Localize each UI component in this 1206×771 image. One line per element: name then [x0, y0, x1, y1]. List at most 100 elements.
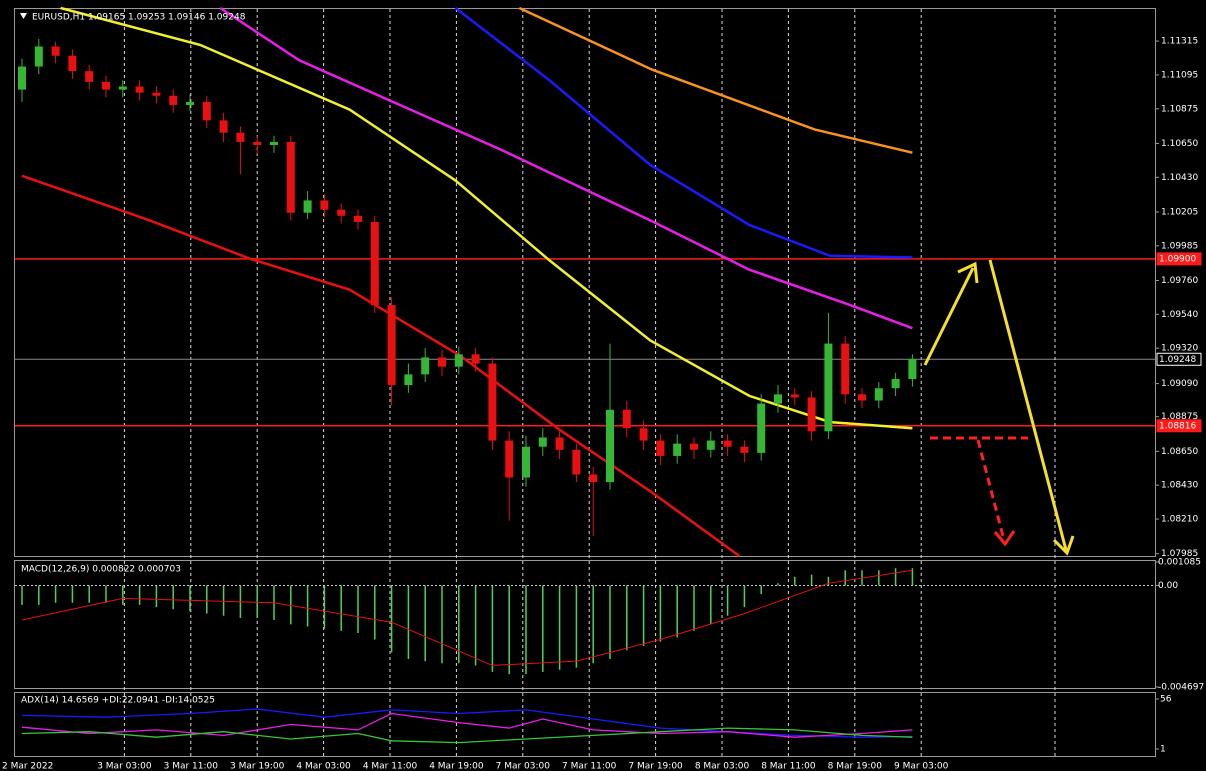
x-tick-label: 7 Mar 11:00 — [562, 762, 617, 771]
dropdown-icon — [20, 13, 27, 19]
candle-body — [488, 363, 497, 441]
candle-body — [807, 397, 816, 432]
price-tag-label: 1.09900 — [1159, 254, 1196, 264]
candle-body — [387, 305, 396, 386]
y-tick-label: 1.07985 — [1161, 549, 1198, 559]
candle-body — [118, 86, 127, 90]
x-tick-label: 4 Mar 11:00 — [363, 762, 418, 771]
candle-body — [320, 200, 329, 210]
candle-body — [572, 449, 581, 475]
candle-body — [303, 200, 312, 213]
x-tick-label: 3 Mar 11:00 — [164, 762, 219, 771]
adx-line — [21, 712, 913, 738]
macd-tick-label: 0.00 — [1158, 581, 1178, 591]
candle-body — [622, 409, 631, 429]
y-tick-label: 1.08875 — [1161, 412, 1198, 422]
candle-body — [18, 66, 26, 90]
candle-body — [471, 354, 480, 364]
candle-body — [908, 358, 917, 379]
price-tag — [1156, 352, 1202, 366]
x-tick-label: 2 Mar 2022 — [2, 762, 53, 771]
candle-body — [404, 374, 413, 386]
candle-body — [253, 141, 262, 145]
macd-label: MACD(12,26,9) 0.000822 0.000703 — [21, 565, 181, 575]
candle-body — [891, 378, 900, 389]
candle-body — [706, 440, 715, 450]
x-tick-label: 7 Mar 19:00 — [628, 762, 683, 771]
candle-body — [757, 403, 766, 453]
adx-line — [21, 727, 913, 744]
y-tick-label: 1.11315 — [1161, 37, 1198, 47]
y-tick-label: 1.09320 — [1161, 344, 1198, 354]
adx-label: ADX(14) 14.6569 +DI:22.0941 -DI:14.0525 — [21, 696, 215, 706]
candle-body — [824, 343, 833, 432]
price-tag — [1156, 419, 1202, 433]
candle-body — [102, 81, 110, 90]
candle-body — [606, 409, 614, 483]
candle-body — [337, 209, 346, 216]
candle-body — [874, 388, 883, 401]
price-tag-label: 1.08816 — [1159, 421, 1196, 431]
candle-body — [774, 394, 782, 404]
price-tag-label: 1.09248 — [1159, 355, 1196, 365]
candle-body — [522, 446, 530, 478]
candle-body — [505, 440, 514, 478]
candle-body — [85, 71, 94, 82]
moving-average — [21, 174, 741, 558]
candle-body — [740, 446, 749, 453]
candle-body — [690, 443, 698, 450]
candle-body — [370, 221, 379, 306]
candle-body — [723, 440, 732, 447]
moving-average — [518, 6, 913, 154]
x-tick-label: 4 Mar 03:00 — [296, 762, 351, 771]
candle-body — [354, 215, 362, 222]
candle-body — [270, 141, 278, 145]
y-tick-label: 1.10430 — [1161, 173, 1198, 183]
candle-body — [790, 394, 799, 398]
candle-body — [841, 343, 850, 395]
adx-tick-label: 1 — [1160, 745, 1166, 755]
candle-body — [286, 141, 295, 213]
main-panel — [14, 8, 1156, 557]
y-tick-label: 1.11095 — [1161, 70, 1198, 80]
candle-body — [34, 46, 43, 67]
y-tick-label: 1.10875 — [1161, 104, 1198, 114]
x-tick-label: 3 Mar 03:00 — [97, 762, 152, 771]
x-tick-label: 3 Mar 19:00 — [230, 762, 285, 771]
moving-average — [219, 6, 913, 330]
candle-body — [538, 437, 547, 447]
y-tick-label: 1.08210 — [1161, 515, 1198, 525]
x-tick-label: 7 Mar 03:00 — [496, 762, 551, 771]
moving-average — [454, 7, 913, 259]
adx-panel — [14, 692, 1156, 757]
moving-average — [60, 6, 913, 430]
y-tick-label: 1.09760 — [1161, 276, 1198, 286]
adx-tick-label: 56 — [1160, 695, 1172, 705]
plot — [18, 6, 917, 558]
candle-body — [589, 474, 598, 483]
y-tick-label: 1.08650 — [1161, 447, 1198, 457]
macd-signal — [21, 569, 913, 666]
macd-tick-label: 0.001085 — [1158, 558, 1201, 568]
yellow-arrow-down — [988, 259, 1075, 556]
x-tick-label: 8 Mar 03:00 — [695, 762, 750, 771]
candle-body — [858, 394, 866, 401]
candle-body — [421, 357, 430, 375]
y-tick-label: 1.09090 — [1161, 379, 1198, 389]
price-tag — [1156, 252, 1202, 266]
candle-body — [169, 95, 178, 105]
y-tick-label: 1.09985 — [1161, 241, 1198, 251]
red-arrow-head — [993, 530, 1016, 547]
candle-body — [219, 120, 228, 133]
x-tick-label: 8 Mar 19:00 — [828, 762, 883, 771]
yellow-arrow-up — [923, 261, 979, 366]
candle-body — [236, 132, 245, 142]
candle-body — [51, 46, 60, 56]
candle-body — [186, 101, 194, 105]
x-tick-label: 4 Mar 19:00 — [429, 762, 484, 771]
macd-tick-label: -0.004697 — [1158, 683, 1204, 693]
y-tick-label: 1.10650 — [1161, 139, 1198, 149]
